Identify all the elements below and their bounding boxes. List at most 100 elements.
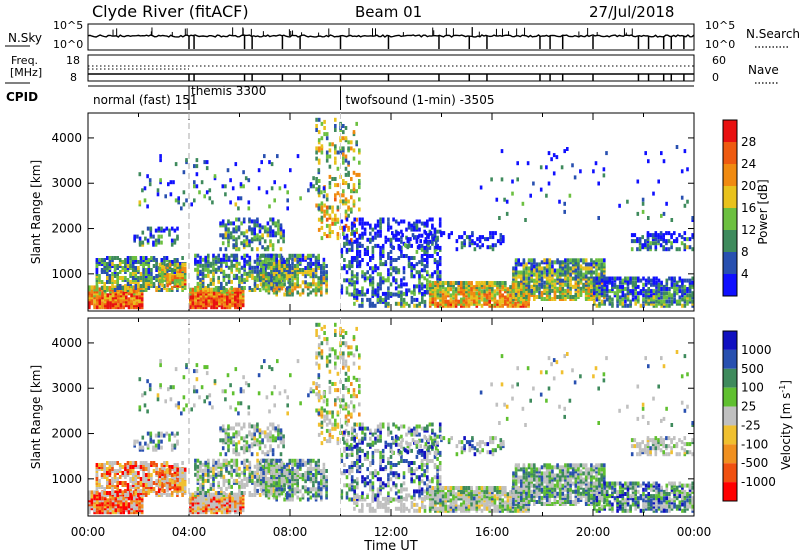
power-cell [551,260,554,265]
velocity-cell [101,506,104,511]
velocity-cell [218,504,221,509]
power-cell [400,290,403,295]
power-cell [193,164,196,169]
power-cell [644,278,648,283]
power-cell [657,233,660,238]
power-cell [463,239,466,244]
velocity-cell [173,463,177,467]
power-cell [499,233,503,238]
power-cell [582,272,585,277]
power-cell [304,270,307,275]
power-cell [118,258,122,262]
power-cell [545,278,549,283]
power-cell [517,293,520,297]
power-cell [493,281,497,285]
velocity-cell [144,483,148,487]
power-cell [662,233,665,238]
power-cell [473,247,477,252]
power-cell [652,299,656,304]
velocity-cell [131,473,135,477]
power-cell [392,266,395,271]
power-cell [600,287,604,291]
power-cell [358,207,361,212]
power-cell [245,271,249,276]
power-cell [371,301,374,306]
power-cell [566,288,570,293]
power-cell [410,227,413,232]
power-cell [170,242,174,247]
power-cell [439,299,442,304]
power-cell [320,225,324,230]
power-cell [334,128,337,132]
velocity-cell [138,445,142,450]
power-cell [227,219,230,224]
velocity-cell [204,472,207,477]
power-cell [564,264,567,269]
power-cell [493,301,497,306]
velocity-cell [220,472,223,477]
velocity-cell [138,496,141,501]
power-cell [558,272,562,277]
power-cell [673,278,676,283]
power-cell [618,289,622,294]
power-cell [665,299,669,304]
power-cell [660,301,663,306]
power-cell [358,241,362,246]
power-cell [183,262,187,267]
power-cell [670,280,674,285]
power-cell [291,288,294,293]
power-cell [222,286,226,290]
power-cell [129,260,132,264]
velocity-cell [189,492,192,497]
power-cell [106,276,109,280]
power-cell [512,266,515,271]
power-cell [334,124,337,128]
velocity-cell [183,472,187,476]
power-cell [336,217,340,222]
power-cell [465,301,468,306]
power-cell [485,293,489,298]
power-cell [155,258,158,262]
power-cell [543,274,546,279]
power-cell [181,275,184,280]
power-cell [543,258,546,263]
power-cell [603,276,606,281]
power-cell [205,190,209,195]
power-cell [245,275,249,280]
power-cell [673,299,676,304]
power-cell [522,272,526,277]
power-cell [387,301,390,306]
power-cell [485,295,489,300]
power-cell [183,277,187,282]
power-cell [129,288,132,292]
velocity-cell [194,506,197,511]
power-cell [460,299,463,304]
power-cell [240,277,244,282]
power-cell [358,160,361,165]
power-cell [540,266,544,271]
power-cell [257,186,261,191]
power-cell [177,198,180,203]
power-cell [626,289,630,294]
power-cell [686,199,689,204]
power-cell [431,272,434,277]
power-cell [278,253,281,258]
power-cell [600,262,603,267]
power-cell [436,291,440,296]
velocity-cell [144,477,148,481]
power-cell [436,274,439,279]
power-cell [144,268,148,272]
power-cell [287,259,290,264]
power-colorbar-segment [723,120,737,142]
power-cell [178,269,182,273]
power-cell [257,168,261,173]
power-cell [535,278,539,283]
power-cell [325,217,329,222]
velocity-cell [181,482,184,487]
power-cell [342,152,345,157]
power-cell [221,241,225,246]
velocity-cell [154,433,158,438]
power-cell [509,285,512,290]
power-cell [426,221,429,226]
power-cell [568,193,572,198]
